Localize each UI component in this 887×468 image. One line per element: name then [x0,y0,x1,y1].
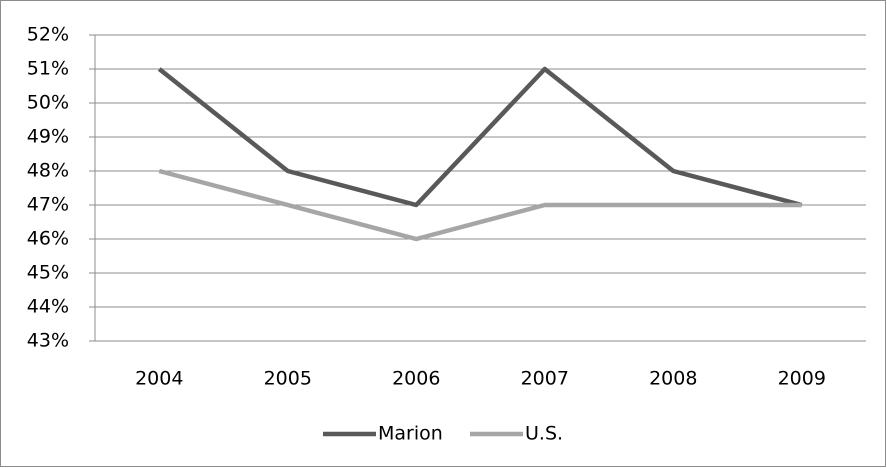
legend-label: U.S. [525,423,563,445]
data-line [158,168,802,242]
y-tick-label: 48% [27,160,69,182]
x-tick-label: 2007 [521,368,569,390]
y-tick-label: 52% [27,24,69,46]
x-tick-label: 2008 [649,368,697,390]
y-tick-label: 49% [27,126,69,148]
data-line [157,66,803,208]
x-tick-label: 2006 [392,368,440,390]
y-tick-label: 51% [27,58,69,80]
y-tick-label: 50% [27,92,69,114]
x-tick-label: 2005 [264,368,312,390]
y-tick-label: 43% [27,330,69,352]
x-tick-label: 2004 [135,368,183,390]
legend-label: Marion [378,423,443,445]
y-tick-label: 45% [27,262,69,284]
x-tick-label: 2009 [778,368,826,390]
y-tick-label: 47% [27,194,69,216]
y-tick-label: 44% [27,296,69,318]
y-tick-label: 46% [27,228,69,250]
